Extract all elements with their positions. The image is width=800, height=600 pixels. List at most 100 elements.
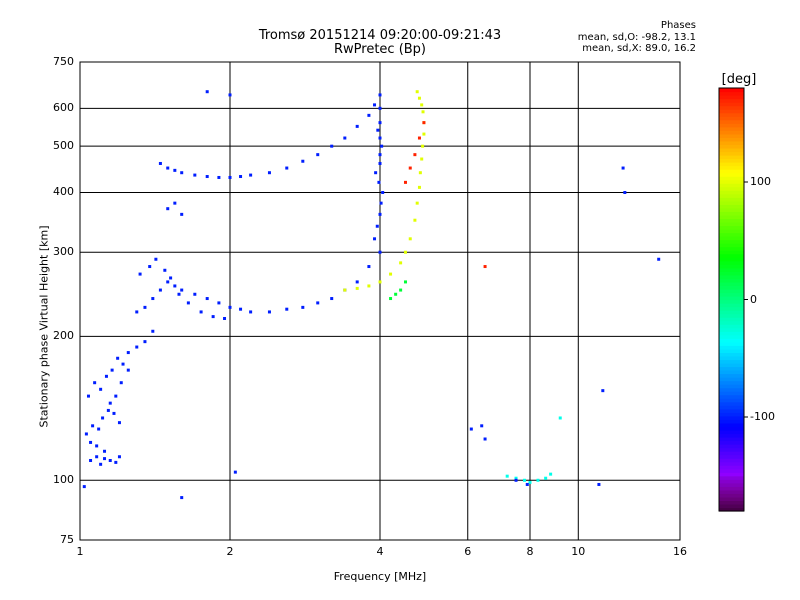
data-point [367, 284, 371, 288]
data-points [82, 90, 661, 500]
data-point [330, 297, 334, 301]
data-point [301, 159, 305, 163]
data-point [480, 424, 484, 428]
colorbar-tick-label: 100 [750, 175, 771, 188]
data-point [99, 387, 103, 391]
colorbar-swatch [719, 362, 744, 368]
data-point [223, 316, 227, 320]
data-point [421, 110, 425, 114]
data-point [375, 224, 379, 228]
data-point [239, 307, 243, 311]
data-point [163, 268, 167, 272]
colorbar-swatch [719, 359, 744, 364]
data-point [135, 345, 139, 349]
data-point [101, 416, 105, 420]
data-point [180, 171, 184, 175]
data-point [84, 432, 88, 436]
data-point [469, 427, 473, 431]
data-point [399, 288, 403, 292]
data-point [267, 310, 271, 314]
data-point [151, 297, 155, 301]
data-point [408, 166, 412, 170]
data-point [110, 368, 114, 372]
colorbar-swatch [719, 165, 744, 170]
colorbar-swatch [719, 211, 744, 216]
data-point [355, 286, 359, 290]
colorbar-swatch [719, 285, 744, 290]
x-axis-label: Frequency [MHz] [333, 570, 427, 583]
data-point [415, 201, 419, 205]
colorbar-swatch [719, 253, 744, 258]
data-point [378, 153, 382, 157]
data-point [186, 301, 190, 305]
data-point [97, 427, 101, 431]
data-point [394, 292, 398, 296]
data-point [239, 175, 243, 179]
x-tick-label: 1 [76, 545, 84, 558]
colorbar-swatch [719, 151, 744, 156]
colorbar-swatch [719, 366, 744, 371]
data-point [169, 276, 173, 280]
colorbar-swatch [719, 419, 744, 424]
colorbar-swatch [719, 496, 744, 502]
colorbar-swatch [719, 355, 744, 361]
colorbar-swatch [719, 112, 744, 117]
colorbar-swatch [719, 310, 744, 315]
data-point [112, 411, 116, 415]
colorbar-swatch [719, 341, 744, 346]
colorbar-swatch [719, 472, 744, 477]
data-point [95, 455, 99, 459]
data-point [417, 96, 421, 100]
colorbar-swatch [719, 295, 744, 301]
data-point [378, 93, 382, 97]
data-point [126, 351, 130, 355]
colorbar-swatch [719, 433, 744, 438]
data-point [355, 280, 359, 284]
data-point [379, 201, 383, 205]
colorbar-swatch [719, 482, 744, 487]
data-point [367, 265, 371, 269]
colorbar-swatch [719, 116, 744, 121]
colorbar-swatch [719, 503, 744, 509]
data-point [121, 362, 125, 366]
data-point [316, 301, 320, 305]
colorbar-swatch [719, 387, 744, 392]
data-point [106, 408, 110, 412]
data-point [217, 175, 221, 179]
colorbar-swatch [719, 207, 744, 212]
data-point [180, 496, 184, 500]
y-tick-label: 100 [53, 473, 74, 487]
colorbar-swatch [719, 278, 744, 283]
phases-header: Phases [660, 20, 696, 31]
colorbar-swatch [719, 352, 744, 357]
data-point [228, 93, 232, 97]
colorbar-swatch [719, 440, 744, 445]
colorbar-swatch [719, 426, 744, 431]
y-tick-label: 75 [60, 533, 74, 546]
colorbar-swatch [719, 444, 744, 449]
colorbar-tick-label: -100 [750, 410, 775, 423]
colorbar-swatch [719, 267, 744, 272]
data-point [413, 153, 417, 157]
colorbar-swatch [719, 154, 744, 160]
colorbar-swatch [719, 236, 744, 241]
colorbar-swatch [719, 370, 744, 375]
data-point [377, 180, 381, 184]
y-axis-label: Stationary phase Virtual Height [km] [37, 225, 51, 428]
data-point [108, 458, 112, 462]
x-tick-label: 16 [673, 545, 687, 558]
colorbar-swatch [719, 239, 744, 244]
data-point [413, 218, 417, 222]
colorbar-swatch [719, 331, 744, 336]
colorbar-swatch [719, 458, 744, 463]
colorbar-swatch [719, 140, 744, 145]
data-point [378, 250, 382, 254]
data-point [558, 416, 562, 420]
data-point [91, 424, 95, 428]
data-point [285, 307, 289, 311]
data-point [158, 161, 162, 165]
x-tick-label: 6 [464, 545, 472, 558]
colorbar-swatch [719, 451, 744, 456]
data-point [403, 280, 407, 284]
data-point [166, 280, 170, 284]
